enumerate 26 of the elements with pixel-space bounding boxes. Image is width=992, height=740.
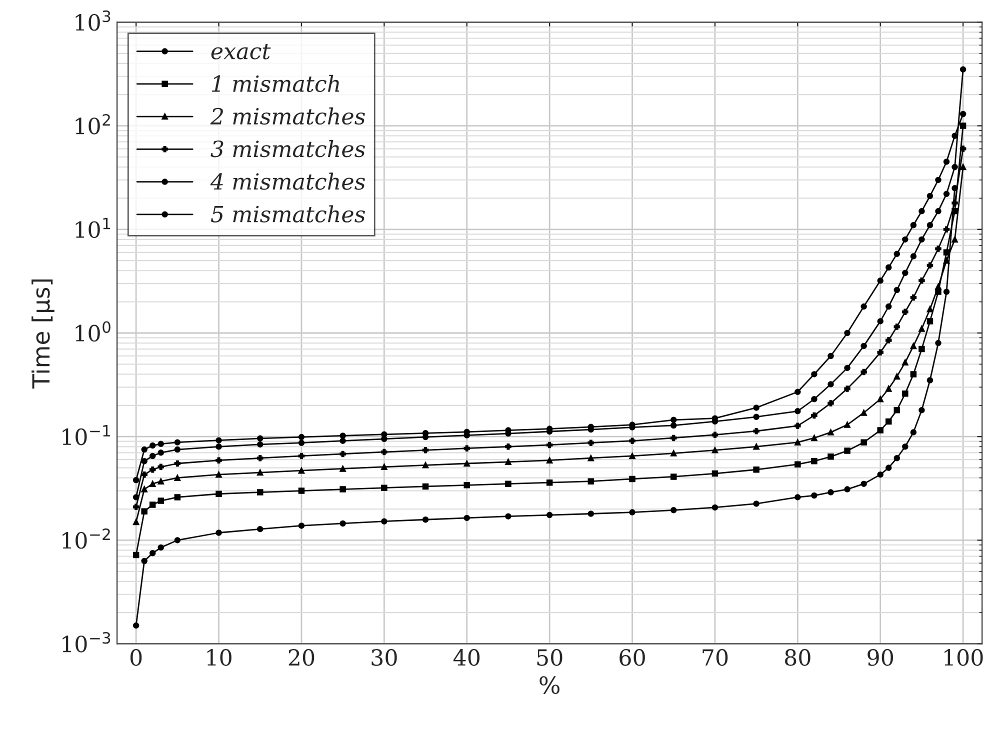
x-tick-label: 50 [537, 649, 562, 666]
y-tick-label: 10$^{2}$ [76, 114, 110, 134]
legend-label: 5 mismatches [210, 205, 365, 222]
legend-label: 2 mismatches [210, 107, 365, 125]
x-axis-title: % [540, 676, 560, 694]
x-tick-label: 20 [288, 649, 314, 666]
x-tick-label: 40 [453, 649, 480, 666]
x-tick-label: 80 [785, 649, 810, 666]
y-tick-label: 10$^{0}$ [76, 321, 110, 342]
x-tick-label: 30 [372, 649, 397, 666]
y-tick-label: 10$^{−1}$ [62, 425, 110, 446]
x-tick-label: 60 [620, 649, 645, 666]
y-axis-title: Time [μs] [32, 280, 54, 389]
legend-label: 1 mismatch [212, 74, 340, 92]
x-tick-label: 10 [207, 649, 232, 666]
x-tick-label: 70 [702, 649, 728, 666]
y-tick-label: 10$^{3}$ [76, 10, 110, 31]
legend-label: 4 mismatches [210, 172, 365, 190]
x-tick-label: 100 [944, 649, 983, 666]
x-tick-label: 90 [868, 649, 894, 666]
x-tick-label: 0 [130, 649, 142, 666]
legend-label: 3 mismatches [210, 140, 365, 158]
y-tick-label: 10$^{−2}$ [62, 528, 110, 549]
legend-label: exact [211, 44, 271, 60]
y-tick-label: 10$^{−3}$ [62, 632, 110, 652]
y-tick-label: 10$^{1}$ [76, 218, 110, 238]
